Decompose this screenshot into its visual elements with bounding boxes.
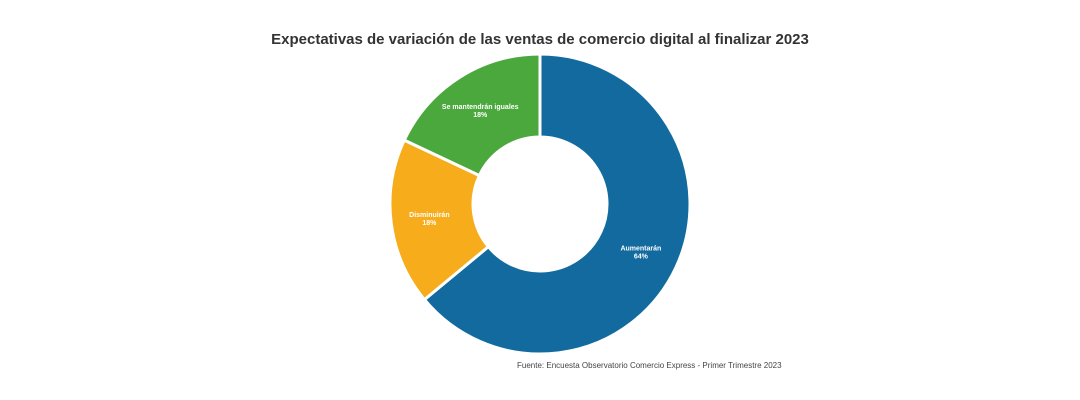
slice-label-name: Se mantendrán iguales bbox=[442, 104, 519, 111]
slice-label-value: 18% bbox=[473, 112, 488, 119]
slice-se-mantendran-iguales[interactable] bbox=[402, 52, 542, 178]
slice-label-value: 18% bbox=[422, 220, 437, 227]
slice-label: Se mantendrán iguales 18% bbox=[442, 104, 519, 119]
slice-disminuiran[interactable] bbox=[388, 138, 491, 302]
chart-title: Expectativas de variación de las ventas … bbox=[271, 31, 809, 48]
slice-label-name: Disminuirán bbox=[409, 212, 449, 219]
slice-label: Aumentarán 64% bbox=[620, 245, 661, 260]
donut-labels: Aumentarán 64%Disminuirán 18%Se mantendrán… bbox=[409, 104, 661, 261]
chart-source: Fuente: Encuesta Observatorio Comercio E… bbox=[517, 361, 782, 370]
slice-label-name: Aumentarán bbox=[620, 245, 661, 252]
slice-label: Disminuirán 18% bbox=[409, 212, 449, 227]
slice-aumentaran[interactable] bbox=[422, 52, 692, 356]
donut-slices bbox=[388, 52, 692, 356]
slice-label-value: 64% bbox=[634, 253, 649, 260]
